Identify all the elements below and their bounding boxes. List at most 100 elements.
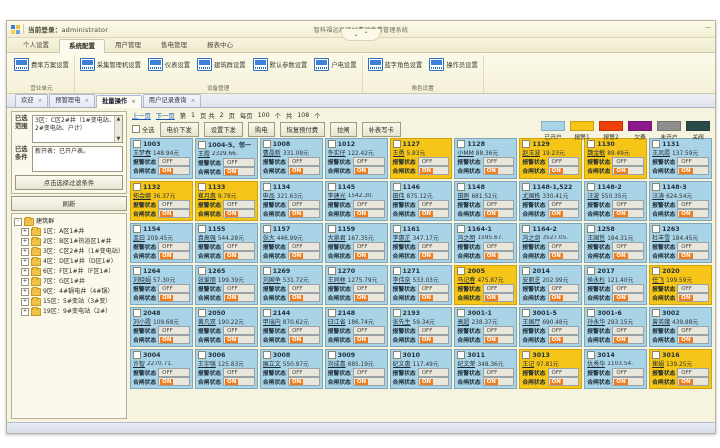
meter-card-checkbox[interactable] — [132, 183, 141, 191]
toolbar-button-2[interactable]: 购电 — [247, 121, 275, 137]
meter-card-owner-name[interactable]: 袁高强 — [197, 235, 216, 242]
meter-card[interactable]: 1130 魏金敏 89.49元 报警状态 OFF 合闸状态 ON — [584, 138, 648, 179]
meter-card-owner-name[interactable]: 汪波 — [587, 193, 600, 200]
meter-card-owner-name[interactable]: 臼江省 — [327, 319, 346, 326]
meter-card[interactable]: 1004-5、邻一 王霞 2329.66. 报警状态 OFF 合闸状态 ON — [194, 138, 258, 179]
meter-card[interactable]: 1127 王勇 5.83元 报警状态 OFF 合闸状态 ON — [389, 138, 453, 179]
meter-card[interactable]: 2020 任飞 199.59元 报警状态 OFF 合闸状态 ON — [649, 265, 712, 305]
expand-icon[interactable]: + — [21, 288, 29, 296]
select-all-control[interactable]: 全选 — [131, 125, 155, 134]
meter-card[interactable]: 2005 马记春 475.87元 报警状态 OFF 合闸状态 ON — [454, 265, 518, 305]
meter-card-owner-name[interactable]: 田刚 — [457, 193, 470, 200]
meter-card[interactable]: 1008 曹晶新 331.08元 报警状态 OFF 合闸状态 ON — [259, 138, 323, 179]
meter-card-owner-name[interactable]: 崔娟 — [652, 361, 665, 368]
meter-card-checkbox[interactable] — [392, 351, 401, 359]
expand-icon[interactable]: + — [21, 238, 29, 246]
meter-card[interactable]: 3016 崔娟 139.25元 报警状态 OFF 合闸状态 ON — [649, 349, 712, 389]
meter-card-checkbox[interactable] — [327, 225, 336, 233]
ribbon-button-2-0[interactable]: 蓝字角色设置 — [366, 57, 425, 72]
ribbon-tab-1[interactable]: 系统配置 — [59, 39, 105, 53]
meter-card-checkbox[interactable] — [522, 267, 531, 275]
meter-card[interactable]: 1155 袁高强 544.28元 报警状态 OFF 合闸状态 ON — [194, 223, 258, 263]
meter-card-checkbox[interactable] — [132, 140, 141, 148]
close-icon[interactable]: × — [190, 98, 196, 104]
meter-card[interactable]: 1159 大泉君 167.35元 报警状态 OFF 合闸状态 ON — [324, 223, 388, 263]
tree-node-2[interactable]: +3区：C区2#井（1#变电站） — [14, 247, 124, 257]
meter-card-checkbox[interactable] — [587, 140, 596, 148]
meter-card-checkbox[interactable] — [197, 183, 206, 191]
selected-condition-value[interactable]: 新开表：已开户表。 — [32, 146, 123, 172]
pick-filter-button[interactable]: 点击选择过滤条件 — [15, 175, 123, 190]
meter-card[interactable]: 1157 张大 446.99元 报警状态 OFF 合闸状态 ON — [259, 223, 323, 263]
ribbon-button-1-0[interactable]: 采集管理机设置 — [78, 57, 143, 72]
close-icon[interactable]: × — [131, 99, 136, 105]
meter-card[interactable]: 2148 臼江省 186.74元 报警状态 OFF 合闸状态 ON — [324, 307, 388, 347]
meter-card[interactable]: 1129 赵玉波 19.23元 报警状态 OFF 合闸状态 ON — [519, 138, 583, 179]
meter-card-owner-name[interactable]: 刘成喜 — [327, 361, 346, 368]
meter-card-checkbox[interactable] — [327, 267, 336, 275]
meter-card-checkbox[interactable] — [457, 309, 466, 317]
meter-card-owner-name[interactable]: 张爱丽 — [197, 277, 216, 284]
ribbon-tab-4[interactable]: 报表中心 — [207, 41, 233, 49]
meter-card[interactable]: 1271 李伟奈 533.03元 报警状态 OFF 合闸状态 ON — [389, 265, 453, 305]
meter-card-owner-name[interactable]: 王凤霞 — [652, 150, 671, 157]
meter-card-checkbox[interactable] — [522, 351, 531, 359]
meter-card-owner-name[interactable]: 刘小霞 — [132, 319, 151, 326]
selected-scope-value[interactable]: 3区：C区2#井（1#变电站、2#变电站、户计） ▲ ▼ — [32, 115, 123, 143]
meter-card-checkbox[interactable] — [262, 225, 271, 233]
meter-card[interactable]: 1269 刘国争 531.72元 报警状态 OFF 合闸状态 ON — [259, 265, 323, 305]
meter-card-owner-name[interactable]: 安丽芝 — [522, 277, 541, 284]
meter-card[interactable]: 1263 杜丰雪 184.45元 报警状态 OFF 合闸状态 ON — [649, 223, 712, 263]
meter-card-checkbox[interactable] — [132, 267, 141, 275]
expand-icon[interactable]: + — [21, 228, 29, 236]
meter-card-checkbox[interactable] — [327, 140, 336, 148]
ribbon-tab-strip[interactable]: 个人设置 系统配置 用户管理 售电管理 报表中心 — [7, 38, 715, 53]
meter-card-checkbox[interactable] — [522, 183, 531, 191]
meter-card[interactable]: 1146 田伟 875.12元 报警状态 OFF 合闸状态 ON — [389, 181, 453, 221]
tree-node-4[interactable]: +6区：F区1#井（F区1#） — [14, 267, 124, 277]
meter-card-owner-name[interactable]: 盂曰 — [132, 235, 145, 242]
document-tab-strip[interactable]: 欢迎 × 预管理电 × 批量操作 × 用户记录查询 × — [7, 94, 715, 108]
meter-card[interactable]: 1154 盂曰 209.45元 报警状态 OFF 合闸状态 ON — [129, 223, 193, 263]
meter-card-owner-name[interactable]: 高超 — [457, 319, 470, 326]
ribbon-button-1-2[interactable]: 建筑群设置 — [195, 57, 247, 72]
meter-card-owner-name[interactable]: 刘国争 — [262, 277, 281, 284]
meter-card-checkbox[interactable] — [652, 225, 661, 233]
meter-card[interactable]: 1133 崔月惠 9.78元 报警状态 OFF 合闸状态 ON — [194, 181, 258, 221]
meter-card-owner-name[interactable]: 张大 — [262, 235, 275, 242]
ribbon-button-1-4[interactable]: 户电设置 — [312, 57, 358, 72]
meter-card-checkbox[interactable] — [197, 267, 206, 275]
meter-card-owner-name[interactable]: 汪涛 — [652, 193, 665, 200]
collapse-icon[interactable]: - — [14, 218, 22, 226]
meter-card[interactable]: 2193 张先生 59.34元 报警状态 OFF 合闸状态 ON — [389, 307, 453, 347]
ribbon-tab-0[interactable]: 个人设置 — [23, 41, 49, 49]
meter-card-owner-name[interactable]: 任飞 — [652, 277, 665, 284]
meter-card-checkbox[interactable] — [197, 309, 206, 317]
meter-card-checkbox[interactable] — [392, 183, 401, 191]
select-all-checkbox[interactable] — [131, 125, 140, 133]
meter-card-owner-name[interactable]: 拓会娜 — [132, 193, 151, 200]
meter-card-checkbox[interactable] — [262, 267, 271, 275]
meter-card[interactable]: 3004 许智 2270.71. 报警状态 OFF 合闸状态 ON — [129, 349, 193, 389]
document-tab-2[interactable]: 批量操作 × — [96, 95, 142, 108]
tree-node-8[interactable]: +19区：9#变电站（2#） — [14, 307, 124, 317]
next-page-link[interactable]: 下一页 — [155, 113, 175, 120]
meter-card-checkbox[interactable] — [522, 140, 531, 148]
meter-card[interactable]: 1145 李建光 1542.30. 报警状态 OFF 合闸状态 ON — [324, 181, 388, 221]
refresh-button[interactable]: 刷新 — [11, 196, 127, 211]
meter-card-checkbox[interactable] — [392, 267, 401, 275]
meter-card-owner-name[interactable]: 魏金敏 — [587, 150, 606, 157]
meter-card[interactable]: 3008 展立文 550.97元 报警状态 OFF 合闸状态 ON — [259, 349, 323, 389]
meter-card[interactable]: 3010 纪文惠 117.49元 报警状态 OFF 合闸状态 ON — [389, 349, 453, 389]
meter-card[interactable]: 1148-3 汪涛 624.54元 报警状态 OFF 合闸状态 ON — [649, 181, 712, 221]
meter-card-owner-name[interactable]: 田伟 — [392, 193, 405, 200]
meter-card-owner-name[interactable]: 马记春 — [457, 277, 476, 284]
expand-icon[interactable]: + — [21, 268, 29, 276]
capsule-restore-icon[interactable]: ⌃ — [363, 31, 369, 38]
meter-card-checkbox[interactable] — [457, 140, 466, 148]
meter-card[interactable]: 1128 小MM 88.36元 报警状态 OFF 合闸状态 ON — [454, 138, 518, 179]
meter-card[interactable]: 1270 王同林 1275.79元 报警状态 OFF 合闸状态 ON — [324, 265, 388, 305]
meter-card-owner-name[interactable]: 曾英娥 — [652, 319, 671, 326]
toolbar-button-3[interactable]: 恢复预付费 — [279, 121, 325, 137]
meter-card-checkbox[interactable] — [587, 225, 596, 233]
